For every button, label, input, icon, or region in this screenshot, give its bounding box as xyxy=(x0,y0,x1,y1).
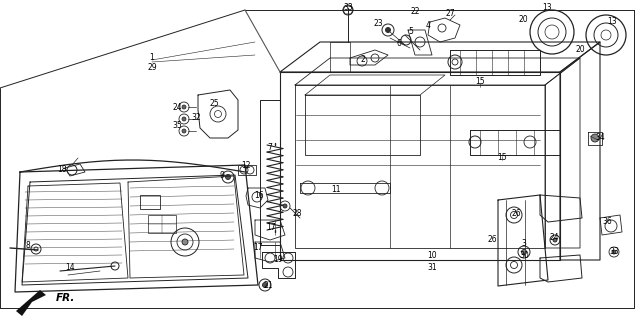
Text: 20: 20 xyxy=(575,45,585,54)
Text: 26: 26 xyxy=(511,209,521,218)
Text: 12: 12 xyxy=(241,161,251,169)
Circle shape xyxy=(612,250,616,254)
Circle shape xyxy=(225,175,230,179)
Text: 29: 29 xyxy=(147,64,157,73)
Text: 11: 11 xyxy=(332,185,340,195)
Text: 5: 5 xyxy=(408,27,413,37)
Text: 23: 23 xyxy=(373,19,383,29)
Circle shape xyxy=(182,129,186,133)
Text: 13: 13 xyxy=(542,3,552,12)
Text: 15: 15 xyxy=(475,78,485,86)
Text: 17: 17 xyxy=(253,244,263,252)
Text: 33: 33 xyxy=(343,3,353,12)
Text: 24: 24 xyxy=(172,103,182,113)
Text: 10: 10 xyxy=(427,252,437,260)
Text: 8: 8 xyxy=(26,241,30,251)
Text: 34: 34 xyxy=(595,134,605,142)
Text: 20: 20 xyxy=(518,16,528,24)
Text: 21: 21 xyxy=(263,281,273,291)
Polygon shape xyxy=(16,290,46,316)
Text: 28: 28 xyxy=(292,209,301,218)
Bar xyxy=(140,195,160,209)
Text: FR.: FR. xyxy=(56,293,76,303)
Circle shape xyxy=(553,238,557,242)
Text: 19: 19 xyxy=(273,255,283,265)
Text: 33: 33 xyxy=(609,247,619,257)
Text: 15: 15 xyxy=(497,154,507,162)
Circle shape xyxy=(182,105,186,109)
Text: 7: 7 xyxy=(268,143,273,153)
Text: 6: 6 xyxy=(397,39,401,49)
Text: 9: 9 xyxy=(220,170,225,179)
Text: 25: 25 xyxy=(209,99,219,107)
Bar xyxy=(238,165,256,175)
Bar xyxy=(148,215,176,233)
Text: 3: 3 xyxy=(522,239,527,248)
Text: 1: 1 xyxy=(150,53,154,63)
Text: 30: 30 xyxy=(519,252,529,260)
Text: 14: 14 xyxy=(65,264,75,273)
Text: 16: 16 xyxy=(254,190,264,199)
Circle shape xyxy=(182,117,186,121)
Text: 27: 27 xyxy=(445,10,455,18)
Text: 35: 35 xyxy=(172,121,182,130)
Circle shape xyxy=(262,282,268,287)
Circle shape xyxy=(385,27,390,32)
Text: 22: 22 xyxy=(410,8,420,17)
Text: 32: 32 xyxy=(191,113,201,121)
Text: 13: 13 xyxy=(607,17,617,26)
Text: 24: 24 xyxy=(549,233,559,243)
Circle shape xyxy=(182,239,188,245)
Circle shape xyxy=(283,204,287,208)
Text: 18: 18 xyxy=(57,165,67,175)
Text: 2: 2 xyxy=(360,56,365,65)
Circle shape xyxy=(591,134,599,142)
Text: 4: 4 xyxy=(426,22,431,31)
Text: 36: 36 xyxy=(602,218,612,226)
Circle shape xyxy=(522,250,527,254)
Text: 31: 31 xyxy=(427,264,437,273)
Text: 26: 26 xyxy=(487,236,497,245)
Text: 17: 17 xyxy=(266,224,276,232)
